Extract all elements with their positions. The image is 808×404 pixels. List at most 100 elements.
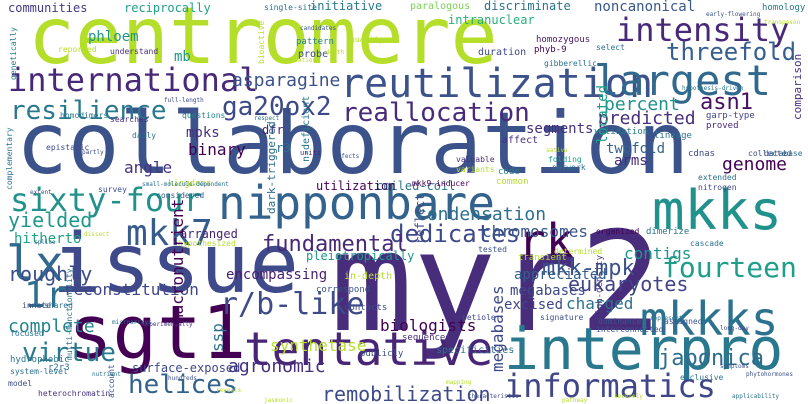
word-cdnas: cdnas: [688, 149, 716, 159]
word-mpks: mpks: [186, 125, 220, 141]
word-signature: signature: [540, 313, 584, 322]
word-understand: understand: [110, 47, 159, 56]
word-reported: reported: [58, 45, 97, 54]
word-high-density: high-density: [595, 254, 605, 320]
word-applicability: applicability: [732, 393, 779, 400]
word-experimentally: experimentally: [142, 321, 193, 328]
word-affect: affect: [502, 135, 539, 146]
word-comparison: comparison: [791, 53, 804, 120]
word-communities: communities: [8, 1, 88, 15]
word-system-level: system-level: [10, 367, 68, 376]
word-focused: focused: [10, 329, 44, 338]
word-discriminate: discriminate: [484, 0, 571, 13]
word-probe: probe: [298, 49, 329, 60]
word-yielded: yielded: [8, 208, 93, 232]
word-resilience: resilience: [10, 96, 167, 126]
word-complete: complete: [8, 316, 95, 337]
word-threefold: threefold: [666, 38, 797, 66]
word-mkkks: mkkks: [640, 292, 779, 346]
word-variants: variants: [456, 165, 495, 174]
word-1r: 1r: [24, 275, 68, 316]
word-complementary: complementary: [5, 127, 14, 190]
word-mkk-mpk: mkk-mpk: [542, 256, 635, 281]
word-dedicates: dedicates: [390, 220, 521, 248]
word-sativa: sativa: [546, 147, 568, 154]
word-valuable: valuable: [456, 155, 495, 164]
word-mapping: mapping: [446, 379, 472, 386]
word-fundamental: fundamental: [262, 232, 408, 257]
word-centromere: centromere: [28, 0, 498, 82]
word-dimerize: dimerize: [646, 227, 690, 237]
word-common: common: [496, 177, 529, 187]
word-epistatic: epistatic: [46, 143, 90, 152]
word-virtue: virtue: [22, 338, 116, 368]
word-nipponbare: nipponbare: [218, 176, 495, 230]
word-eukaryotes: eukaryotes: [568, 272, 689, 296]
word-sequenced: sequenced: [402, 333, 451, 343]
word-genome: contigs: [624, 244, 692, 263]
word-asn1: asn1: [700, 90, 753, 115]
word-full-length: full-length: [164, 97, 204, 104]
word-specificities: specificities: [436, 345, 515, 356]
word-network: network: [552, 163, 586, 172]
word-excised: megabases: [510, 283, 586, 299]
word-mb: mb: [174, 49, 191, 65]
word-garp-type: garp-type: [706, 111, 755, 121]
word-mkk7: mkk7: [126, 213, 213, 254]
word-reflect: reflect: [413, 193, 427, 244]
word-pleiotropically: pleiotropically: [306, 249, 415, 263]
word-respect: respect: [254, 115, 280, 122]
word-shared: shared: [44, 301, 73, 310]
word-initiative: initiative: [310, 0, 383, 13]
word-splice: splice: [34, 239, 56, 246]
word-petiole: petiole: [462, 313, 496, 322]
word-extent: extent: [30, 189, 52, 196]
word-issue: issue: [52, 217, 299, 312]
word-nutrient: nutrient: [92, 371, 121, 378]
word-hypothesized: hypothesized: [178, 239, 236, 248]
word-searches: searches: [110, 115, 149, 124]
word-asparagine: asparagine: [232, 70, 341, 91]
word-chromosomes: megabases: [488, 285, 507, 372]
word-informatics: informatics: [504, 367, 716, 404]
word-homodimers: homodimers: [60, 111, 109, 120]
word-determined: determined: [554, 247, 603, 256]
word-appreciated: charged: [566, 294, 634, 313]
word-helices: helices: [128, 370, 238, 400]
word-phloem: phloem: [88, 29, 139, 45]
word-units: units: [300, 149, 322, 157]
word-extended: extended: [698, 173, 737, 182]
word-reconstitution: reconstitution: [64, 280, 199, 299]
word-collected: collected: [748, 149, 792, 158]
word-sixty-four: sixty-four: [10, 181, 203, 219]
word-phytohormones: phytohormones: [746, 371, 793, 378]
word-international: international: [8, 61, 259, 99]
word-biologists: biologists: [380, 316, 477, 335]
word-characteristic: characteristic: [468, 393, 519, 400]
word-located: located: [595, 84, 611, 144]
word-mkk9-inducer: mkk9-inducer: [412, 179, 470, 188]
word-death: death: [326, 49, 345, 56]
word-bioactive: bioactive: [257, 20, 266, 64]
word-interpro: interpro: [504, 315, 784, 383]
word-units: encompassing: [226, 267, 328, 283]
word-duration: duration: [478, 47, 527, 58]
word-largest: largest: [594, 56, 772, 105]
word-long-day: long-day: [720, 325, 749, 332]
word-reutilization: reutilization: [340, 61, 654, 107]
word-microarrays: microarrays: [112, 319, 152, 326]
word-homozygous: homozygous: [536, 35, 591, 45]
word-questions: questions: [182, 111, 226, 120]
word-r3: r3: [276, 141, 291, 155]
word-assigned: assigned: [664, 317, 703, 326]
word-heterochromatin: heterochromatin: [38, 389, 111, 398]
word-twofold: genome: [722, 154, 788, 175]
word-dominance: dominance: [598, 317, 642, 326]
word-folding: folding: [548, 155, 582, 164]
word-kingdoms: kingdoms: [168, 179, 212, 189]
word-select: select: [596, 43, 625, 52]
word-intensity: intensity: [616, 11, 790, 49]
word-roughly: roughly: [8, 262, 93, 286]
word-reallocation: reallocation: [342, 98, 530, 128]
